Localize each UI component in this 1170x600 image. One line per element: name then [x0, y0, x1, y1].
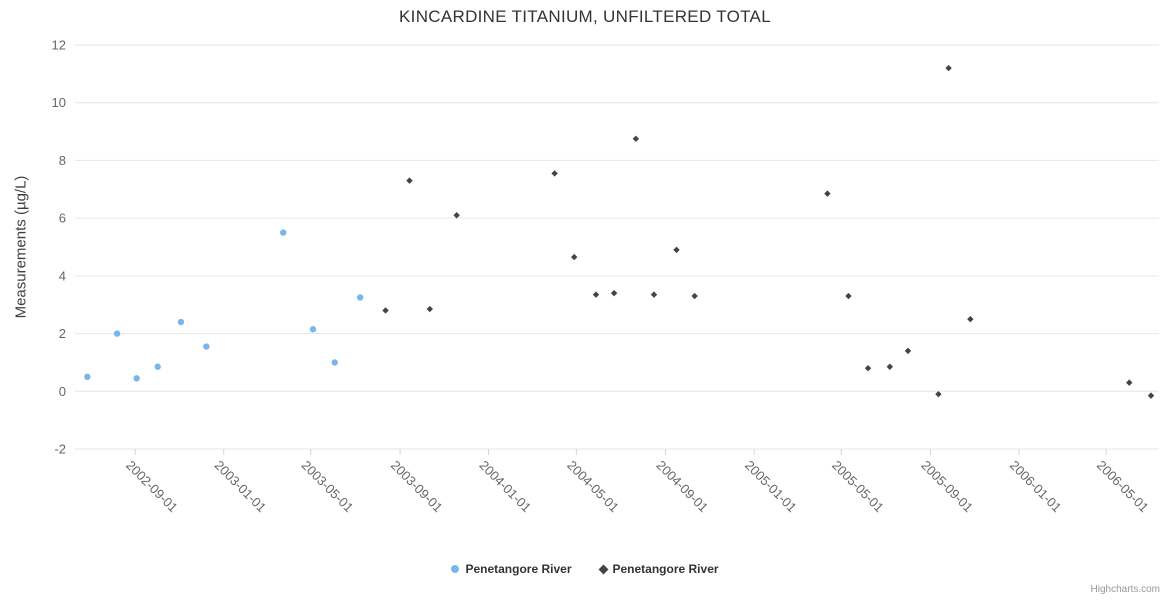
scatter-point-series-2[interactable]: [673, 246, 680, 254]
scatter-point-series-2[interactable]: [610, 289, 618, 297]
scatter-point-series-2[interactable]: [453, 212, 460, 219]
scatter-point-series-1[interactable]: [331, 359, 338, 366]
legend-label: Penetangore River: [465, 562, 572, 576]
circle-marker-icon: [451, 565, 460, 573]
scatter-point-series-1[interactable]: [356, 294, 364, 301]
x-tick-label: 2003-05-01: [299, 458, 357, 516]
x-tick-label: 2005-05-01: [829, 458, 887, 516]
x-tick-label: 2002-09-01: [123, 458, 181, 516]
y-tick-label: 2: [59, 326, 66, 341]
x-tick-label: 2005-01-01: [742, 458, 800, 516]
scatter-point-series-1[interactable]: [203, 343, 210, 350]
scatter-point-series-2[interactable]: [845, 292, 852, 300]
scatter-point-series-1[interactable]: [309, 326, 317, 333]
scatter-point-series-2[interactable]: [551, 170, 558, 177]
scatter-point-series-2[interactable]: [824, 190, 831, 197]
scatter-point-series-2[interactable]: [406, 177, 413, 184]
y-tick-label: 6: [59, 211, 66, 226]
x-tick-label: 2006-05-01: [1094, 458, 1152, 516]
scatter-point-series-2[interactable]: [592, 291, 600, 298]
y-tick-label: 8: [59, 153, 66, 168]
chart-title: KINCARDINE TITANIUM, UNFILTERED TOTAL: [399, 7, 771, 26]
scatter-point-series-2[interactable]: [650, 291, 658, 298]
scatter-point-series-2[interactable]: [426, 305, 434, 313]
scatter-point-series-1[interactable]: [280, 229, 287, 236]
x-tick-label: 2003-09-01: [388, 458, 446, 516]
scatter-point-series-2[interactable]: [945, 64, 952, 72]
scatter-point-series-2[interactable]: [691, 292, 698, 300]
y-tick-label: 10: [52, 95, 66, 110]
scatter-point-series-1[interactable]: [154, 363, 161, 370]
legend-item-penetangore-river-1[interactable]: Penetangore River: [451, 562, 572, 576]
scatter-point-series-2[interactable]: [1126, 379, 1133, 386]
y-tick-label: 4: [59, 268, 66, 283]
y-tick-label: -2: [54, 442, 66, 457]
scatter-point-series-1[interactable]: [113, 330, 121, 337]
scatter-point-series-2[interactable]: [382, 307, 389, 314]
scatter-point-series-2[interactable]: [1147, 392, 1155, 399]
legend-item-penetangore-river-2[interactable]: Penetangore River: [598, 562, 719, 576]
x-tick-label: 2005-09-01: [918, 458, 976, 516]
y-tick-label: 0: [59, 384, 66, 399]
x-tick-label: 2004-09-01: [653, 458, 711, 516]
scatter-point-series-1[interactable]: [133, 375, 140, 382]
scatter-point-series-2[interactable]: [570, 253, 578, 261]
scatter-point-series-2[interactable]: [935, 390, 942, 398]
legend: Penetangore River Penetangore River: [0, 562, 1170, 576]
scatter-point-series-1[interactable]: [84, 373, 91, 381]
y-tick-label: 12: [52, 38, 66, 53]
scatter-point-series-2[interactable]: [632, 135, 640, 142]
x-tick-label: 2004-05-01: [564, 458, 622, 516]
legend-label: Penetangore River: [612, 562, 719, 576]
scatter-point-series-2[interactable]: [886, 363, 894, 370]
highcharts-credit[interactable]: Highcharts.com: [1090, 584, 1160, 595]
scatter-point-series-2[interactable]: [904, 347, 912, 355]
diamond-marker-icon: [598, 564, 608, 574]
scatter-point-series-2[interactable]: [864, 365, 872, 372]
x-tick-label: 2004-01-01: [476, 458, 534, 516]
x-tick-label: 2006-01-01: [1007, 458, 1065, 516]
x-tick-label: 2003-01-01: [212, 458, 270, 516]
scatter-point-series-2[interactable]: [967, 315, 974, 323]
scatter-point-series-1[interactable]: [177, 318, 185, 326]
